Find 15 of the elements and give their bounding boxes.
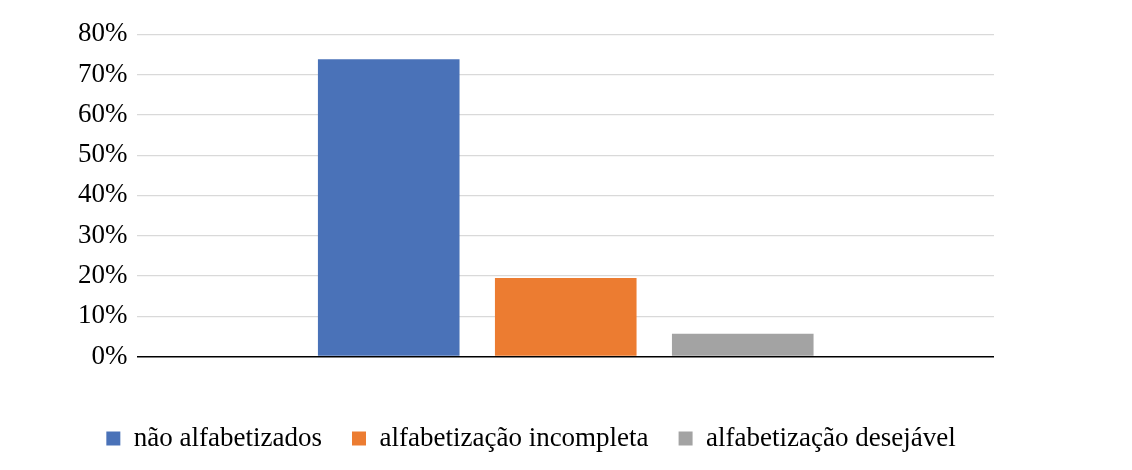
bar: [317, 59, 460, 356]
y-tick-label: 70%: [77, 57, 128, 88]
bar: [671, 333, 814, 356]
y-tick-label: 30%: [77, 218, 128, 249]
bar: [494, 278, 637, 356]
y-tick-label: 60%: [77, 97, 128, 128]
y-tick-label: 10%: [77, 299, 128, 330]
legend-label: não alfabetizados: [133, 421, 322, 452]
legend-label: alfabetização incompleta: [379, 421, 649, 452]
y-tick-label: 50%: [77, 138, 128, 169]
y-tick-label: 20%: [77, 259, 128, 290]
y-tick-label: 80%: [77, 17, 128, 48]
y-tick-label: 0%: [91, 339, 128, 370]
y-tick-label: 40%: [77, 178, 128, 209]
legend-label: alfabetização desejável: [706, 421, 956, 452]
